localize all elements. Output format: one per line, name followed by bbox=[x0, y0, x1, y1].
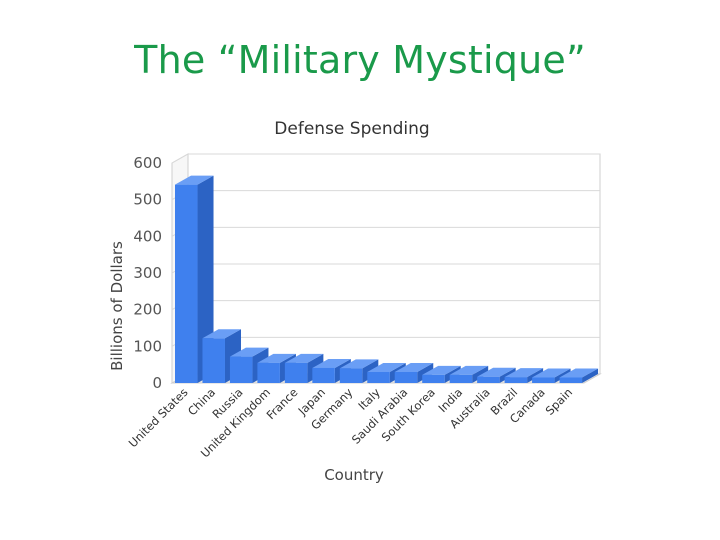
slide-title: The “Military Mystique” bbox=[134, 38, 586, 82]
bar-top bbox=[175, 175, 214, 185]
x-tick-label: United States bbox=[126, 385, 191, 450]
bar-side bbox=[527, 368, 544, 383]
bar-side bbox=[472, 365, 489, 383]
bar-top bbox=[229, 347, 269, 357]
bar-front bbox=[559, 377, 583, 383]
bar-front bbox=[284, 362, 308, 383]
bar bbox=[449, 365, 489, 383]
bar-top bbox=[202, 329, 241, 339]
bar bbox=[394, 363, 434, 383]
x-tick-label: Spain bbox=[543, 385, 576, 418]
bar-top bbox=[367, 363, 406, 372]
bar-side bbox=[499, 367, 516, 383]
y-tick-label: 0 bbox=[152, 374, 162, 392]
bar-front bbox=[312, 367, 335, 383]
bar-top bbox=[284, 353, 324, 363]
bar-front bbox=[504, 377, 528, 383]
y-axis-label: Billions of Dollars bbox=[108, 241, 126, 371]
bar-top bbox=[257, 353, 296, 363]
bar-side bbox=[417, 363, 434, 383]
bar-front bbox=[229, 356, 253, 383]
bar bbox=[532, 368, 571, 383]
bar-front bbox=[532, 377, 555, 383]
bar bbox=[175, 175, 214, 383]
y-tick-label: 100 bbox=[133, 337, 162, 355]
bar-top bbox=[449, 365, 489, 375]
y-tick-label: 600 bbox=[133, 154, 162, 172]
bar-front bbox=[394, 372, 418, 383]
bar bbox=[559, 368, 599, 383]
bar bbox=[477, 367, 516, 383]
y-tick-label: 500 bbox=[133, 191, 162, 209]
bar-front bbox=[477, 376, 500, 383]
bar-top bbox=[394, 363, 434, 372]
bar-side bbox=[197, 175, 214, 383]
bar-front bbox=[202, 338, 225, 383]
y-tick-label: 300 bbox=[133, 264, 162, 282]
bars bbox=[175, 175, 599, 383]
bar-front bbox=[257, 362, 280, 383]
bar-front bbox=[367, 372, 390, 383]
bar-top bbox=[559, 368, 599, 378]
x-tick-label: France bbox=[264, 385, 301, 422]
x-axis-label: Country bbox=[324, 466, 384, 484]
bar-top bbox=[312, 358, 351, 368]
bar-top bbox=[339, 359, 379, 369]
y-tick-label: 200 bbox=[133, 301, 162, 319]
bar-front bbox=[422, 374, 445, 383]
bar-top bbox=[477, 367, 516, 377]
chart-title: Defense Spending bbox=[274, 119, 429, 139]
bar-top bbox=[422, 365, 461, 375]
y-tick-labels: 0 100 200 300 400 500 600 bbox=[133, 154, 162, 392]
bar bbox=[339, 359, 379, 383]
bar-front bbox=[339, 368, 363, 383]
bar-front bbox=[449, 374, 473, 383]
bar-side bbox=[554, 368, 571, 383]
gridline bbox=[171, 153, 600, 164]
y-tick-label: 400 bbox=[133, 227, 162, 245]
bar bbox=[504, 368, 544, 383]
bar-front bbox=[175, 184, 198, 383]
bar-top bbox=[532, 368, 571, 378]
bar-side bbox=[582, 368, 599, 383]
bar-top bbox=[504, 368, 544, 378]
